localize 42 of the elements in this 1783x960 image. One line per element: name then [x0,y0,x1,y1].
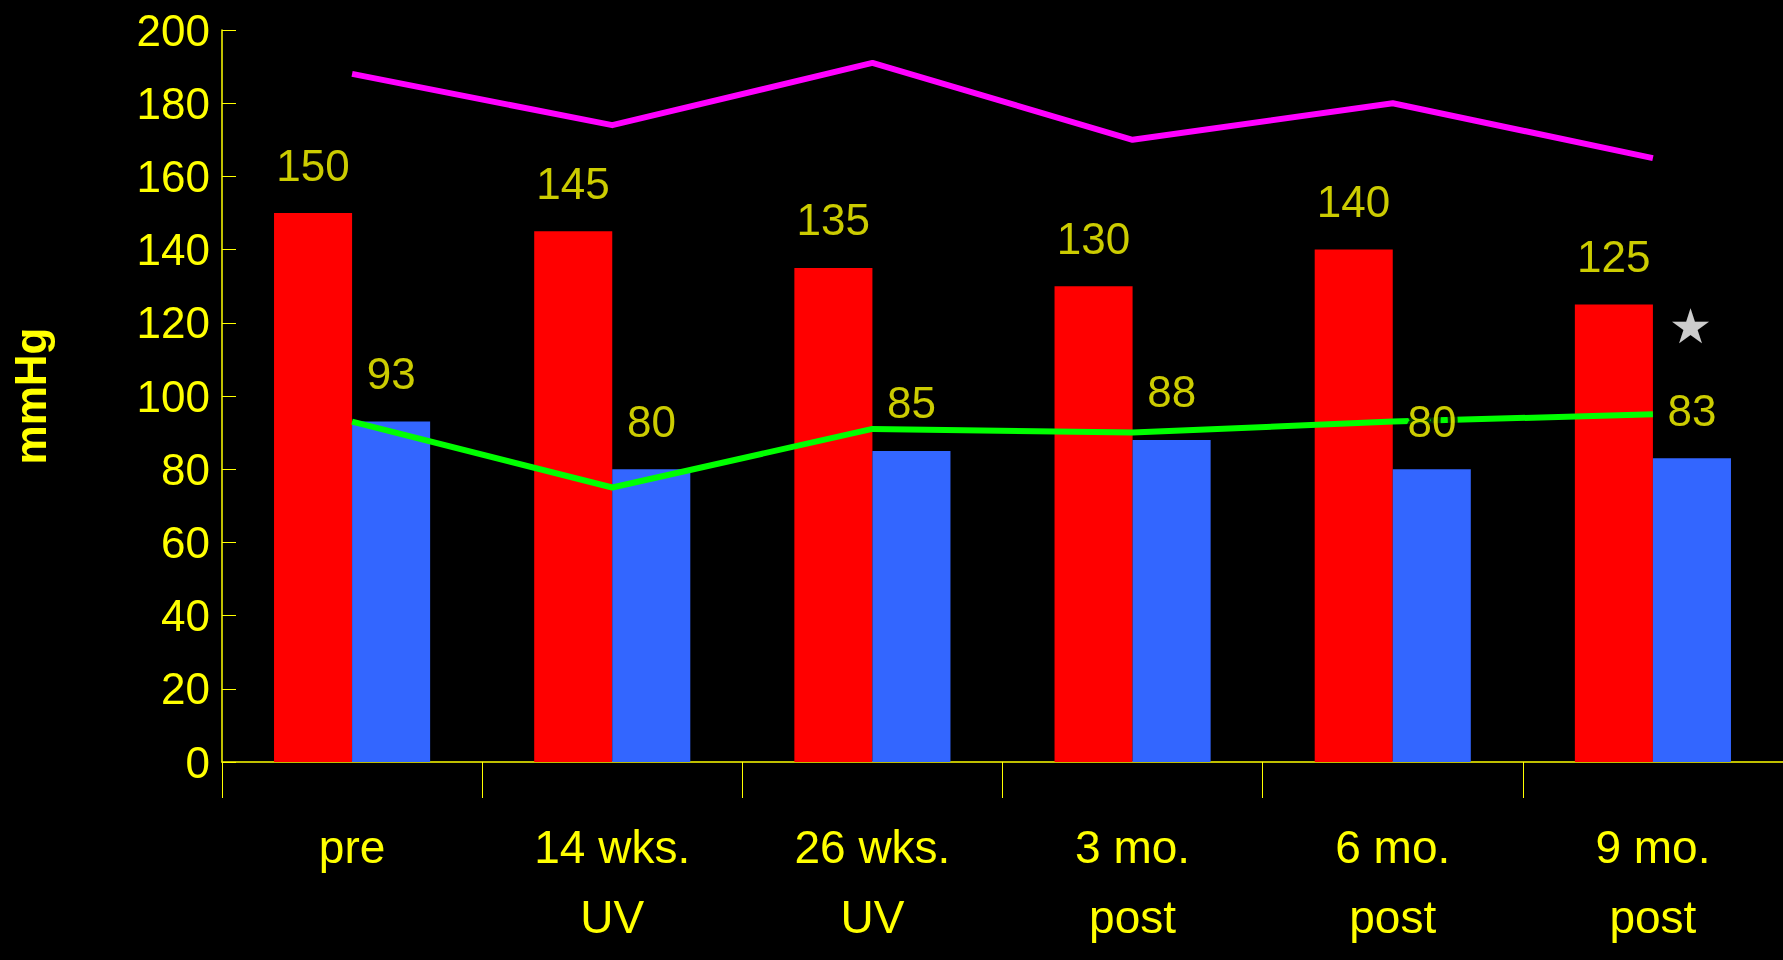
y-tick-label: 120 [136,298,210,348]
bar [1054,286,1133,762]
bar [1392,469,1471,762]
bar [1652,458,1731,762]
data-label: 83 [1667,385,1717,435]
bar [872,450,951,762]
bar [1132,439,1211,762]
data-label: 88 [1147,367,1197,417]
x-tick-label: 14 wks. UV [534,821,691,943]
x-tick-label: 3 mo. post [1075,821,1191,943]
y-tick-label: 20 [161,664,210,714]
x-tick-label: 6 mo. post [1335,821,1451,943]
data-label: 145 [536,158,610,208]
data-label: 93 [366,349,416,399]
y-tick-label: 180 [136,78,210,128]
bar [274,213,353,762]
data-label: 130 [1056,213,1131,263]
y-tick-label: 140 [136,225,210,275]
y-tick-label: 40 [161,591,210,641]
bar [352,421,431,762]
bar [534,231,613,762]
y-tick-label: 160 [136,151,210,201]
bar [1574,304,1653,762]
data-label: 135 [796,195,870,245]
data-label: 125 [1577,232,1651,281]
annotation: ★ [1669,299,1713,353]
bar [794,267,873,762]
y-tick-label: 0 [185,737,210,787]
y-tick-label: 100 [136,371,210,421]
y-axis-title: mmHg [5,327,55,465]
x-tick-label: 26 wks. UV [794,821,951,943]
data-label: 80 [626,396,676,446]
data-label: 85 [887,378,937,428]
y-tick-label: 60 [161,517,210,567]
data-label: 140 [1316,177,1391,227]
bar [1314,249,1393,762]
x-tick-label: 9 mo. post [1595,821,1711,943]
x-tick-label: pre [318,821,386,873]
y-tick-label: 80 [161,444,210,494]
data-label: 150 [276,140,350,190]
bar [612,469,691,762]
y-tick-label: 200 [136,5,210,55]
